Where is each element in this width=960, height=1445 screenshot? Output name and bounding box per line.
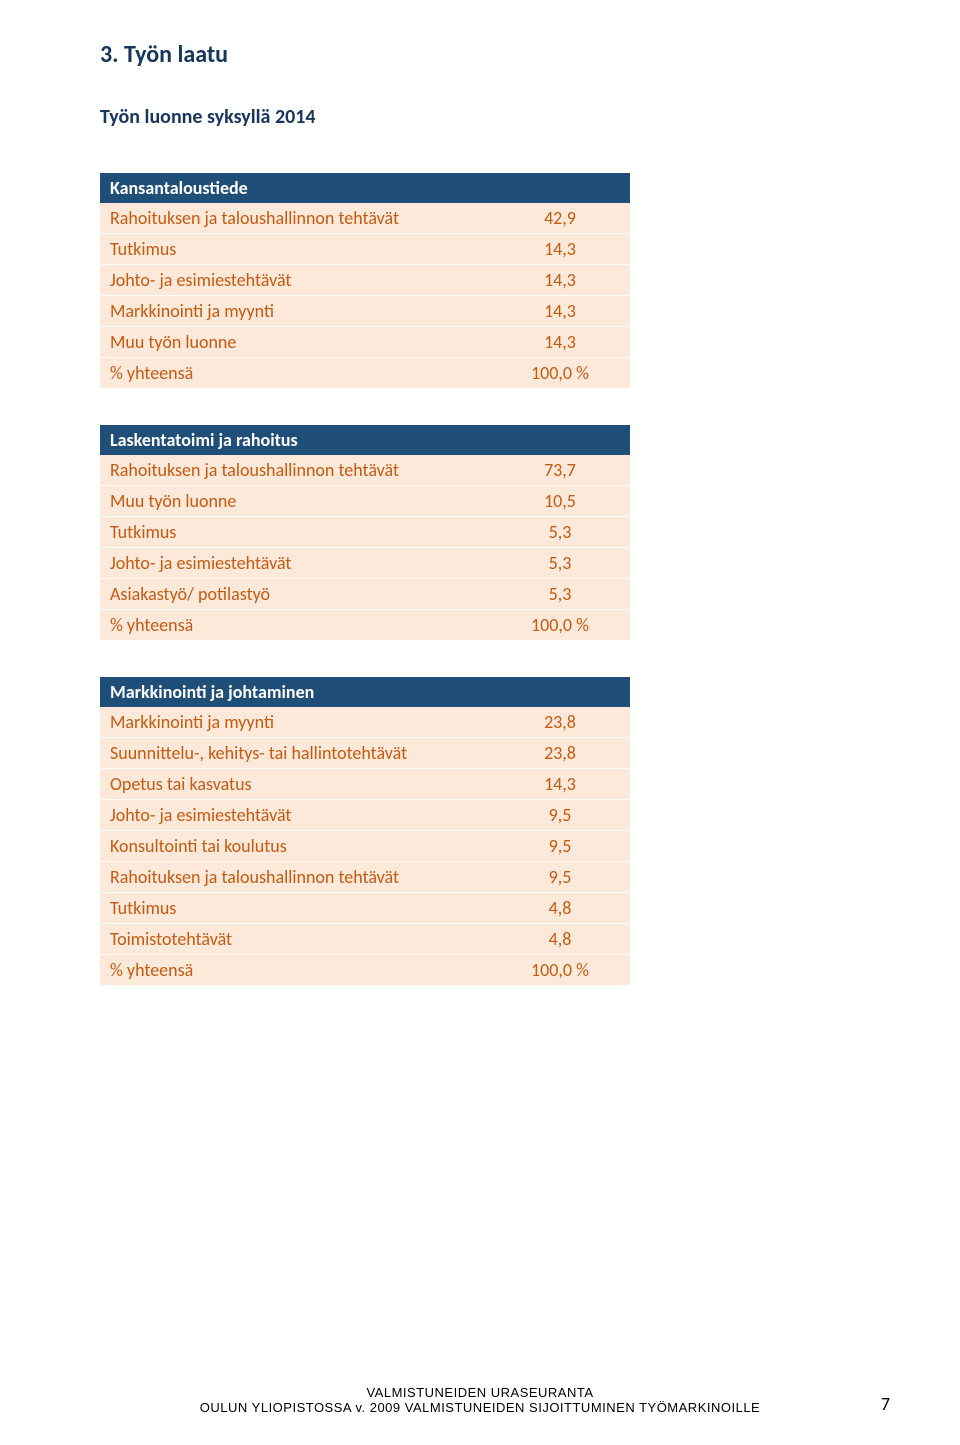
row-value: 4,8 [490, 924, 630, 955]
table-row: Suunnittelu-, kehitys- tai hallintotehtä… [100, 738, 630, 769]
table-header-blank [490, 425, 630, 455]
row-label: Opetus tai kasvatus [100, 769, 490, 800]
row-label: Asiakastyö/ potilastyö [100, 579, 490, 610]
row-label: Toimistotehtävät [100, 924, 490, 955]
table-row: Johto- ja esimiestehtävät14,3 [100, 265, 630, 296]
table-row: Tutkimus14,3 [100, 234, 630, 265]
row-label: % yhteensä [100, 955, 490, 986]
table-row: Rahoituksen ja taloushallinnon tehtävät4… [100, 203, 630, 234]
row-value: 14,3 [490, 234, 630, 265]
table-title: Markkinointi ja johtaminen [100, 677, 490, 707]
page-number: 7 [881, 1393, 890, 1415]
row-label: % yhteensä [100, 358, 490, 389]
row-label: Tutkimus [100, 517, 490, 548]
table-header-blank [490, 677, 630, 707]
footer-line-1: VALMISTUNEIDEN URASEURANTA [0, 1385, 960, 1400]
row-value: 5,3 [490, 517, 630, 548]
table-header-row: Laskentatoimi ja rahoitus [100, 425, 630, 455]
table-title: Laskentatoimi ja rahoitus [100, 425, 490, 455]
row-value: 14,3 [490, 327, 630, 358]
table-header-row: Kansantaloustiede [100, 173, 630, 203]
row-value: 100,0 % [490, 955, 630, 986]
row-label: Markkinointi ja myynti [100, 707, 490, 738]
table-row: Markkinointi ja myynti23,8 [100, 707, 630, 738]
section-subtitle: Työn luonne syksyllä 2014 [100, 105, 860, 129]
row-label: Muu työn luonne [100, 486, 490, 517]
row-value: 9,5 [490, 831, 630, 862]
row-label: Johto- ja esimiestehtävät [100, 800, 490, 831]
table-header-row: Markkinointi ja johtaminen [100, 677, 630, 707]
table-row: Rahoituksen ja taloushallinnon tehtävät9… [100, 862, 630, 893]
section-title: 3. Työn laatu [100, 40, 860, 69]
row-value: 42,9 [490, 203, 630, 234]
row-value: 5,3 [490, 579, 630, 610]
row-value: 23,8 [490, 738, 630, 769]
row-label: Rahoituksen ja taloushallinnon tehtävät [100, 455, 490, 486]
table-row: Toimistotehtävät4,8 [100, 924, 630, 955]
row-label: Tutkimus [100, 893, 490, 924]
content-area: 3. Työn laatu Työn luonne syksyllä 2014 … [0, 0, 960, 986]
table-row: % yhteensä100,0 % [100, 955, 630, 986]
table-row: Tutkimus5,3 [100, 517, 630, 548]
table-row: Asiakastyö/ potilastyö5,3 [100, 579, 630, 610]
table-title: Kansantaloustiede [100, 173, 490, 203]
row-value: 4,8 [490, 893, 630, 924]
table-row: Rahoituksen ja taloushallinnon tehtävät7… [100, 455, 630, 486]
row-label: Suunnittelu-, kehitys- tai hallintotehtä… [100, 738, 490, 769]
row-value: 100,0 % [490, 358, 630, 389]
table-row: Tutkimus4,8 [100, 893, 630, 924]
page-footer: VALMISTUNEIDEN URASEURANTA OULUN YLIOPIS… [0, 1385, 960, 1415]
data-table: Markkinointi ja johtaminenMarkkinointi j… [100, 677, 630, 986]
table-row: Konsultointi tai koulutus9,5 [100, 831, 630, 862]
table-row: Johto- ja esimiestehtävät5,3 [100, 548, 630, 579]
row-label: Tutkimus [100, 234, 490, 265]
page: 3. Työn laatu Työn luonne syksyllä 2014 … [0, 0, 960, 1445]
row-label: Johto- ja esimiestehtävät [100, 265, 490, 296]
row-label: Rahoituksen ja taloushallinnon tehtävät [100, 203, 490, 234]
table-row: % yhteensä100,0 % [100, 610, 630, 641]
row-value: 9,5 [490, 862, 630, 893]
row-label: % yhteensä [100, 610, 490, 641]
row-value: 23,8 [490, 707, 630, 738]
row-label: Johto- ja esimiestehtävät [100, 548, 490, 579]
row-label: Markkinointi ja myynti [100, 296, 490, 327]
row-value: 14,3 [490, 769, 630, 800]
table-header-blank [490, 173, 630, 203]
data-table: Laskentatoimi ja rahoitusRahoituksen ja … [100, 425, 630, 641]
row-value: 10,5 [490, 486, 630, 517]
tables-container: KansantaloustiedeRahoituksen ja talousha… [100, 173, 860, 986]
table-row: Markkinointi ja myynti14,3 [100, 296, 630, 327]
footer-line-2: OULUN YLIOPISTOSSA v. 2009 VALMISTUNEIDE… [0, 1400, 960, 1415]
data-table: KansantaloustiedeRahoituksen ja talousha… [100, 173, 630, 389]
row-label: Rahoituksen ja taloushallinnon tehtävät [100, 862, 490, 893]
row-value: 73,7 [490, 455, 630, 486]
row-value: 9,5 [490, 800, 630, 831]
row-value: 14,3 [490, 265, 630, 296]
table-row: Johto- ja esimiestehtävät9,5 [100, 800, 630, 831]
row-value: 100,0 % [490, 610, 630, 641]
table-row: Opetus tai kasvatus14,3 [100, 769, 630, 800]
row-value: 5,3 [490, 548, 630, 579]
table-row: % yhteensä100,0 % [100, 358, 630, 389]
row-label: Muu työn luonne [100, 327, 490, 358]
table-row: Muu työn luonne10,5 [100, 486, 630, 517]
row-value: 14,3 [490, 296, 630, 327]
table-row: Muu työn luonne14,3 [100, 327, 630, 358]
row-label: Konsultointi tai koulutus [100, 831, 490, 862]
